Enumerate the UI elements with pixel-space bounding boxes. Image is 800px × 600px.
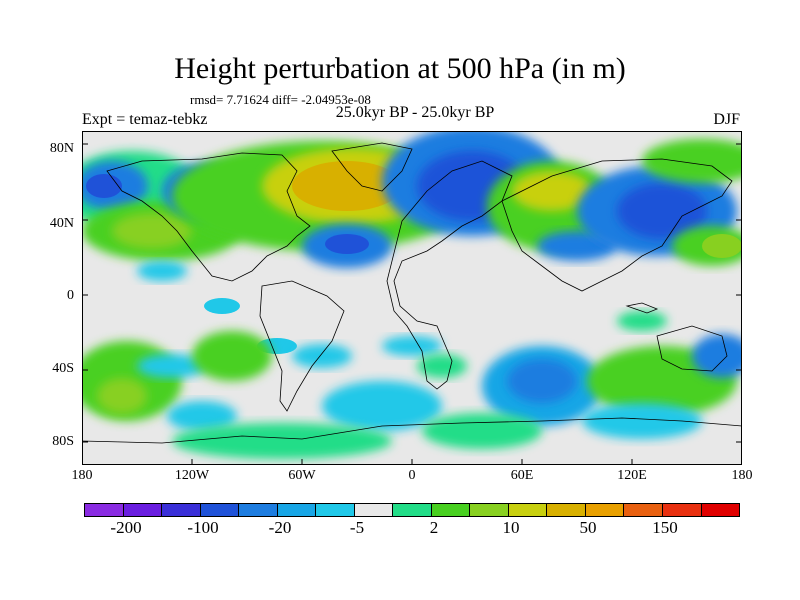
colorbar-label-neg100: -100 bbox=[187, 518, 219, 537]
colorbar-label-neg5: -5 bbox=[349, 518, 365, 537]
colorbar-swatch-10 bbox=[470, 504, 509, 516]
lon-label-180e: 180 bbox=[731, 468, 753, 483]
colorbar-swatch-4 bbox=[239, 504, 278, 516]
colorbar-swatch-0 bbox=[85, 504, 124, 516]
colorbar-swatch-14 bbox=[624, 504, 663, 516]
colorbar-label-10: 10 bbox=[502, 518, 520, 537]
lon-label-120e: 120E bbox=[617, 468, 647, 483]
lat-label-80n: 80N bbox=[49, 141, 74, 156]
season-label: DJF bbox=[713, 111, 740, 128]
lon-label-0: 0 bbox=[408, 468, 416, 483]
colorbar-swatch-6 bbox=[316, 504, 355, 516]
colorbar-swatch-11 bbox=[508, 504, 548, 516]
colorbar bbox=[84, 503, 740, 517]
lon-label-120w: 120W bbox=[174, 468, 210, 483]
stats-label: rmsd= 7.71624 diff= -2.04953e-08 bbox=[190, 92, 371, 107]
colorbar-label-2: 2 bbox=[429, 518, 439, 537]
colorbar-label-50: 50 bbox=[579, 518, 597, 537]
lat-label-80s: 80S bbox=[52, 434, 74, 449]
plot-title: Height perturbation at 500 hPa (in m) bbox=[174, 52, 626, 85]
lon-label-60e: 60E bbox=[510, 468, 534, 483]
lon-label-60w: 60W bbox=[288, 468, 316, 483]
colorbar-swatch-5 bbox=[277, 504, 317, 516]
colorbar-swatch-12 bbox=[547, 504, 586, 516]
lat-label-40n: 40N bbox=[49, 216, 74, 231]
colorbar-swatch-9 bbox=[431, 504, 471, 516]
colorbar-swatch-7 bbox=[354, 504, 394, 516]
colorbar-label-150: 150 bbox=[652, 518, 678, 537]
lat-label-40s: 40S bbox=[52, 361, 74, 376]
experiment-label: Expt = temaz-tebkz bbox=[82, 111, 208, 128]
lat-label-0: 0 bbox=[67, 288, 74, 303]
contour-fields bbox=[82, 131, 742, 459]
colorbar-label-neg200: -200 bbox=[110, 518, 142, 537]
colorbar-swatch-8 bbox=[393, 504, 432, 516]
colorbar-swatch-13 bbox=[585, 504, 625, 516]
colorbar-swatch-15 bbox=[662, 504, 702, 516]
coastlines bbox=[82, 142, 742, 444]
lon-label-180w: 180 bbox=[71, 468, 93, 483]
colorbar-swatch-2 bbox=[162, 504, 201, 516]
colorbar-swatch-16 bbox=[701, 504, 740, 516]
colorbar-swatch-1 bbox=[123, 504, 163, 516]
map-frame bbox=[82, 131, 742, 465]
period-label: 25.0kyr BP - 25.0kyr BP bbox=[335, 104, 495, 121]
colorbar-swatch-3 bbox=[200, 504, 240, 516]
colorbar-label-neg20: -20 bbox=[268, 518, 292, 537]
contour-map bbox=[82, 131, 742, 465]
